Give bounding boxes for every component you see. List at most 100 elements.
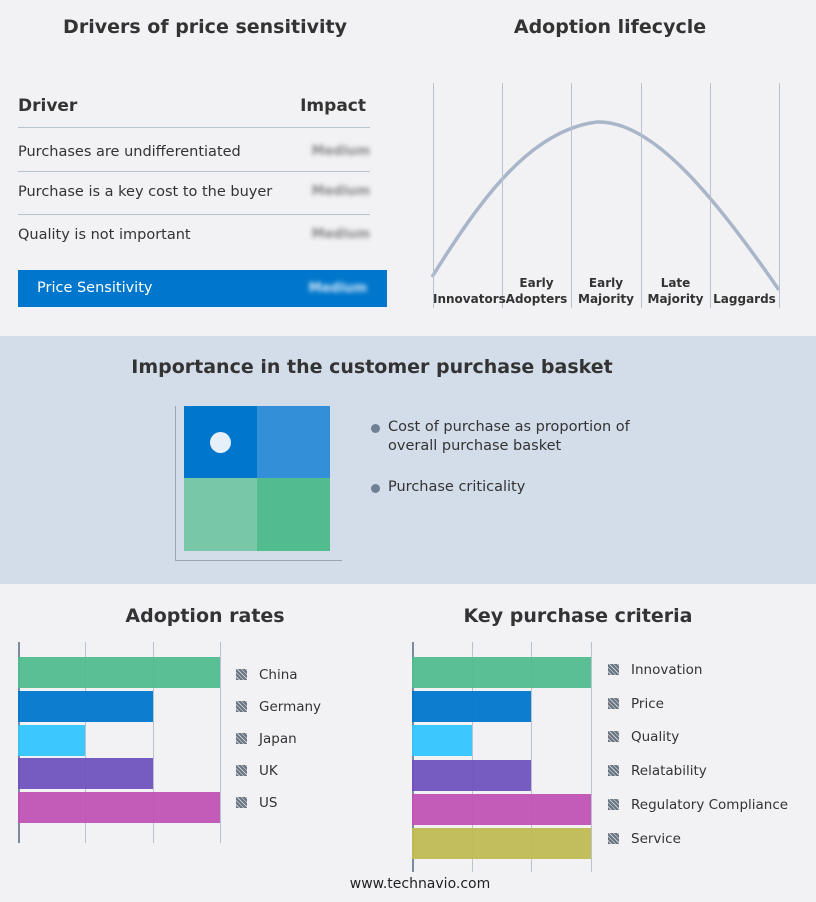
stage-label-text: Early: [519, 276, 554, 290]
bullet-text: Purchase criticality: [388, 479, 526, 495]
bar-us: [18, 792, 220, 824]
legend-label: Quality: [631, 729, 680, 746]
basket-bullet: Cost of purchase as proportion of overal…: [371, 418, 638, 456]
legend-label: Innovation: [631, 662, 703, 678]
lifecycle-gridline: [641, 83, 642, 308]
adoption-rates-title: Adoption rates: [125, 605, 285, 627]
legend-label: China: [259, 667, 298, 683]
legend-swatch-icon: [236, 669, 247, 680]
impact-value: Medium: [311, 144, 370, 159]
bullet-dot-icon: [371, 424, 380, 433]
quadrant-bottom-right: [257, 478, 330, 551]
impact-column-header: Impact: [300, 96, 366, 116]
gridline: [152, 642, 154, 843]
position-marker: [210, 432, 231, 453]
legend-item: Regulatory Compliance: [608, 797, 788, 813]
quadrant-top-right: [257, 406, 330, 478]
lifecycle-title: Adoption lifecycle: [513, 16, 707, 38]
legend-item: Quality: [608, 729, 679, 745]
lifecycle-stage-label: Early Majority: [571, 275, 641, 307]
purchase-basket-section: [0, 336, 816, 584]
bar-price: [412, 691, 532, 723]
driver-row: Quality is not important Medium: [18, 227, 370, 243]
gridline: [412, 642, 414, 872]
legend-label: US: [259, 795, 278, 811]
bar-service: [412, 828, 591, 859]
legend-label: Price: [631, 695, 664, 712]
lifecycle-stage-label: Innovators: [433, 291, 506, 307]
legend-label: Service: [631, 830, 681, 847]
bar-uk: [18, 758, 153, 790]
bullet-text: Cost of purchase as proportion of overal…: [388, 419, 630, 454]
stage-label-text: Late: [660, 276, 691, 290]
legend-swatch-icon: [608, 731, 619, 743]
lifecycle-gridline: [502, 83, 503, 308]
quadrant-bottom-left: [184, 478, 257, 551]
lifecycle-gridline: [433, 83, 434, 308]
matrix-axis-x: [175, 560, 342, 561]
legend-item: China: [236, 667, 298, 683]
impact-value: Medium: [311, 227, 370, 242]
stage-label-text: Majority: [578, 292, 634, 306]
legend-label: Japan: [259, 731, 297, 747]
stage-label-text: Majority: [647, 292, 704, 306]
kpc-title: Key purchase criteria: [463, 605, 693, 627]
legend-swatch-icon: [236, 733, 247, 744]
drivers-title: Drivers of price sensitivity: [63, 16, 347, 38]
driver-label: Quality is not important: [18, 227, 191, 243]
legend-swatch-icon: [236, 701, 247, 712]
bar-relatability: [412, 759, 532, 791]
legend-item: Relatability: [608, 763, 707, 779]
bar-japan: [18, 724, 86, 756]
bar-china: [18, 657, 220, 688]
legend-swatch-icon: [608, 798, 619, 810]
lifecycle-gridline: [571, 83, 572, 308]
bar-regulatory-compliance: [412, 793, 591, 825]
bar-quality: [412, 725, 472, 757]
legend-label: Relatability: [631, 763, 707, 780]
drivers-header: Driver Impact: [18, 96, 370, 116]
legend-item: Price: [608, 696, 664, 712]
gridline: [471, 642, 473, 872]
driver-label: Purchase is a key cost to the buyer: [18, 184, 273, 200]
summary-impact: Medium: [308, 281, 367, 296]
summary-label: Price Sensitivity: [37, 280, 153, 296]
legend-item: Japan: [236, 731, 297, 747]
legend-swatch-icon: [608, 765, 619, 777]
legend-label: Germany: [259, 699, 322, 715]
legend-label: Regulatory Compliance: [631, 796, 789, 813]
impact-value: Medium: [311, 184, 370, 199]
bar-germany: [18, 690, 153, 722]
legend-swatch-icon: [608, 832, 619, 844]
divider: [18, 171, 370, 172]
lifecycle-gridline: [779, 83, 780, 308]
matrix-axis-y: [175, 406, 176, 560]
lifecycle-gridline: [710, 83, 711, 308]
adoption-curve-line: [430, 120, 781, 291]
gridline: [591, 642, 592, 872]
driver-label: Purchases are undifferentiated: [18, 144, 241, 160]
legend-swatch-icon: [236, 797, 247, 808]
price-sensitivity-summary: Price Sensitivity Medium: [18, 270, 387, 307]
divider: [18, 127, 370, 128]
driver-row: Purchase is a key cost to the buyer Mediu…: [18, 184, 370, 200]
footer-url: www.technavio.com: [349, 876, 491, 892]
lifecycle-stage-label: Laggards: [710, 291, 779, 307]
driver-row: Purchases are undifferentiated Medium: [18, 144, 370, 160]
gridline: [85, 642, 87, 843]
stage-label-text: Innovators: [433, 292, 506, 306]
legend-item: US: [236, 795, 277, 811]
legend-item: UK: [236, 763, 278, 779]
bar-innovation: [412, 657, 591, 688]
legend-item: Innovation: [608, 662, 702, 678]
driver-column-header: Driver: [18, 96, 78, 116]
legend-swatch-icon: [236, 765, 247, 776]
lifecycle-stage-label: Late Majority: [641, 275, 710, 307]
gridline: [220, 642, 221, 843]
stage-label-text: Adopters: [505, 292, 568, 306]
legend-swatch-icon: [608, 697, 619, 709]
legend-item: Germany: [236, 699, 321, 715]
legend-swatch-icon: [608, 664, 619, 675]
divider: [18, 214, 370, 215]
basket-bullet: Purchase criticality: [371, 478, 526, 497]
